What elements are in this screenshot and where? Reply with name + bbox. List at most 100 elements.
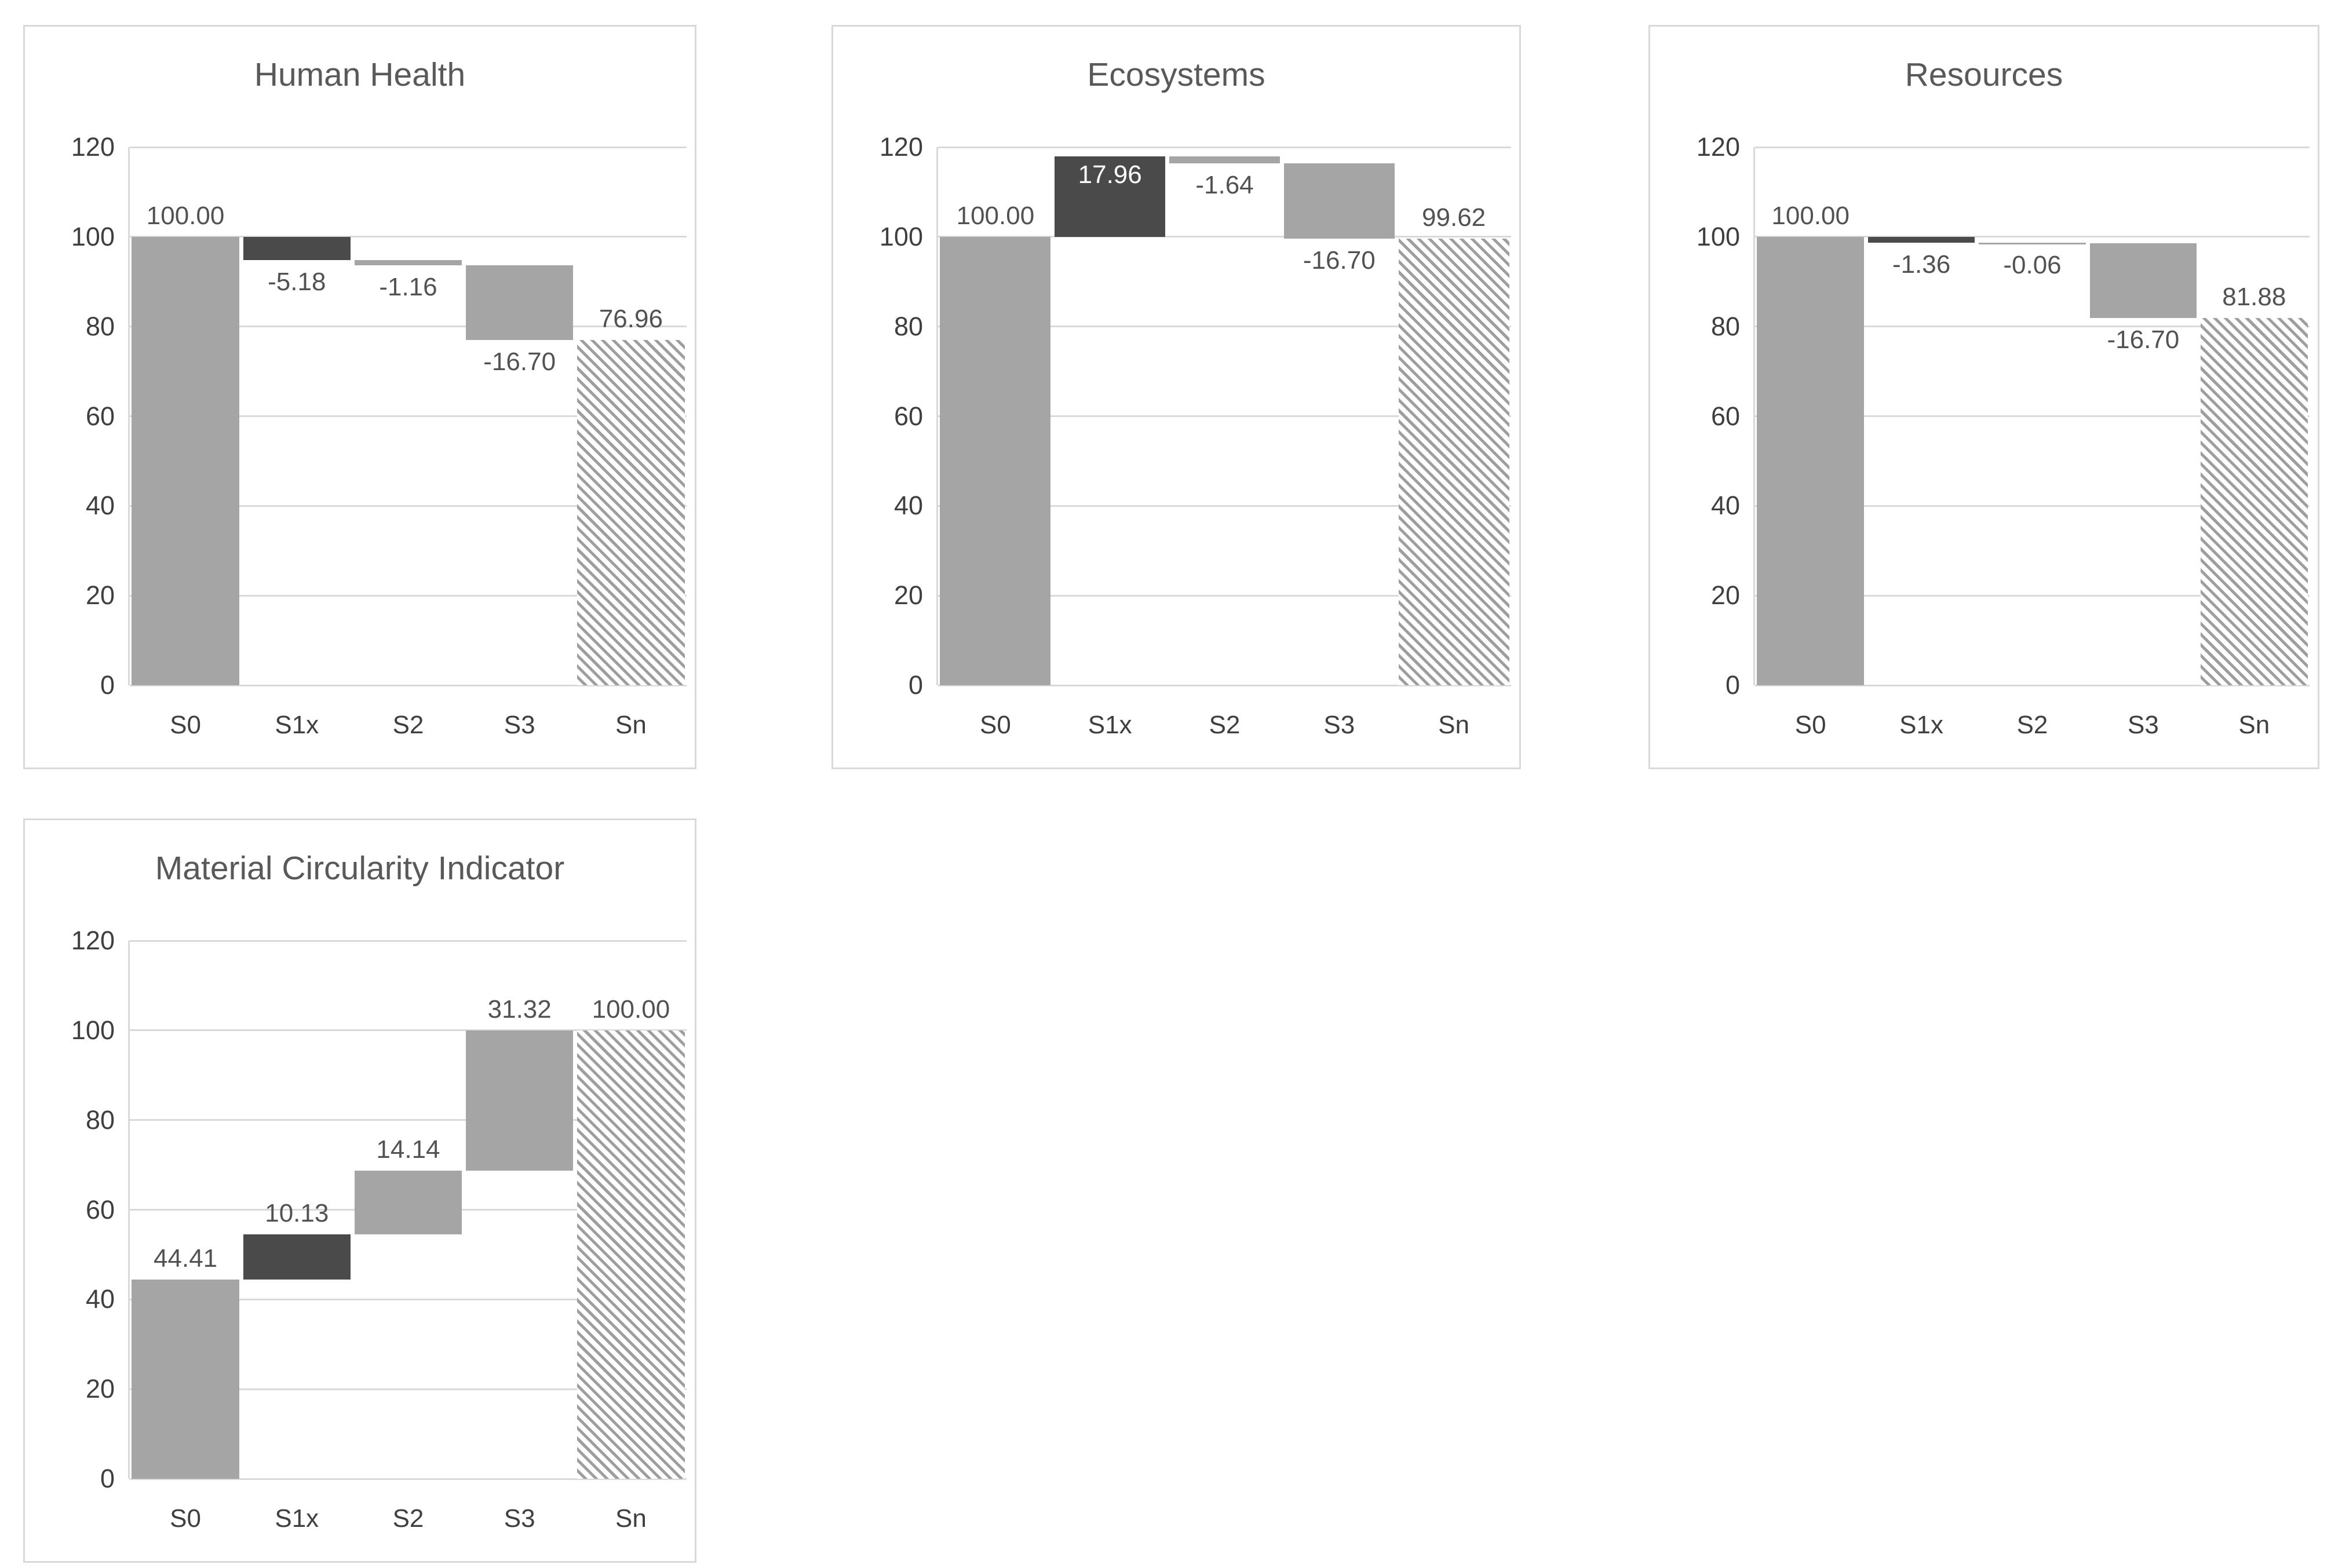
y-axis-tick-label: 40 — [893, 491, 923, 521]
y-axis-tick-label: 80 — [1710, 311, 1740, 341]
gridline — [130, 1029, 687, 1032]
chart-panel-human-health[interactable]: Human Health 0 20 40 60 80 100 120 S0 100.00 S1x -… — [23, 25, 696, 769]
x-axis-category-label: S3 — [2127, 711, 2159, 739]
data-label: -5.18 — [268, 267, 326, 296]
gridline — [130, 236, 687, 238]
data-label: -1.16 — [379, 272, 437, 301]
plot-area: 0 20 40 60 80 100 120 S0 100.00 S1x 17.96 S2 -1.64 S3… — [880, 132, 1511, 739]
gridline — [1755, 326, 2310, 328]
y-axis-tick-label: 0 — [908, 670, 923, 700]
gridline — [130, 684, 687, 686]
gridline — [1755, 236, 2310, 238]
bar-S3[interactable] — [465, 265, 574, 341]
data-label: -16.70 — [2107, 326, 2180, 354]
y-axis-tick-label: 40 — [1710, 491, 1740, 521]
data-label: 76.96 — [599, 305, 663, 334]
bar-Sn[interactable] — [577, 340, 685, 685]
y-axis-tick-label: 120 — [71, 132, 115, 162]
x-axis-category-label: S2 — [2016, 711, 2048, 739]
bar-Sn[interactable] — [1398, 238, 1509, 685]
chart-title: Material Circularity Indicator — [155, 850, 565, 887]
data-label: 100.00 — [1771, 201, 1849, 230]
y-axis-tick-label: 100 — [1696, 221, 1740, 251]
bar-S0[interactable] — [1757, 236, 1865, 685]
x-axis-category-label: S0 — [979, 711, 1011, 739]
data-label: -16.70 — [483, 348, 556, 377]
data-label: -0.06 — [2003, 250, 2062, 279]
y-axis-tick-label: 40 — [85, 1284, 115, 1314]
x-axis-category-label: Sn — [615, 1504, 647, 1533]
gridline — [130, 594, 687, 597]
bar-S0[interactable] — [132, 1280, 239, 1479]
gridline — [938, 415, 1511, 417]
y-axis-tick-label: 20 — [85, 1374, 115, 1404]
x-axis-category-label: S3 — [504, 1504, 535, 1533]
plot-area: 0 20 40 60 80 100 120 S0 100.00 S1x -1.36 S2 -0.06 S3… — [1697, 132, 2310, 739]
chart-panel-ecosystems[interactable]: Ecosystems 0 20 40 60 80 100 120 S0 100.00 S1x 17.… — [831, 25, 1521, 769]
x-axis-category-label: S1x — [275, 711, 319, 739]
bar-S3[interactable] — [465, 1030, 574, 1171]
gridline — [130, 415, 687, 417]
x-axis-category-label: Sn — [2238, 711, 2270, 739]
x-axis-category-label: S2 — [392, 1504, 424, 1533]
y-axis-tick-label: 80 — [893, 311, 923, 341]
bar-S0[interactable] — [940, 236, 1051, 685]
data-label: -1.64 — [1195, 171, 1254, 200]
gridline — [1755, 684, 2310, 686]
y-axis-tick-label: 0 — [100, 670, 115, 700]
data-label: 31.32 — [487, 995, 552, 1024]
bar-S1x[interactable] — [1055, 156, 1166, 237]
chart-panel-resources[interactable]: Resources 0 20 40 60 80 100 120 S0 100.00 S1x -1.3… — [1648, 25, 2319, 769]
bar-S1x[interactable] — [243, 236, 351, 260]
gridline — [130, 1478, 687, 1480]
data-label: 100.00 — [956, 201, 1035, 230]
y-axis-tick-label: 0 — [100, 1464, 115, 1493]
y-axis-tick-label: 60 — [85, 1194, 115, 1225]
gridline — [938, 505, 1511, 507]
data-label: 99.62 — [1422, 203, 1486, 232]
bar-S2[interactable] — [1979, 243, 2086, 245]
plot-area: 0 20 40 60 80 100 120 S0 100.00 S1x -5.18 S2 -1.16 S3… — [71, 132, 687, 739]
x-axis-category-label: S1x — [1899, 711, 1943, 739]
gridline — [130, 1298, 687, 1300]
data-label: -1.36 — [1892, 250, 1951, 279]
gridline — [938, 684, 1511, 686]
bar-S1x[interactable] — [1867, 236, 1975, 243]
bar-S3[interactable] — [2089, 243, 2197, 319]
x-axis-category-label: S1x — [275, 1504, 319, 1533]
chart-title: Resources — [1905, 56, 2063, 93]
gridline — [938, 236, 1511, 238]
bar-S2[interactable] — [354, 1171, 462, 1234]
y-axis-tick-label: 120 — [879, 132, 923, 162]
y-axis-tick-label: 80 — [85, 1105, 115, 1135]
y-axis-tick-label: 100 — [71, 1015, 115, 1045]
bar-S0[interactable] — [132, 236, 239, 685]
plot-area: 0 20 40 60 80 100 120 S0 44.41 S1x 10.13 S2 14.14 S3 3… — [71, 926, 687, 1533]
x-axis-category-label: S0 — [170, 711, 201, 739]
y-axis-tick-label: 60 — [85, 401, 115, 431]
data-label: 100.00 — [146, 201, 225, 230]
x-axis-category-label: Sn — [1438, 711, 1469, 739]
y-axis-tick-label: 0 — [1725, 670, 1740, 700]
gridline — [130, 940, 687, 942]
x-axis-category-label: S0 — [170, 1504, 201, 1533]
x-axis-category-label: S1x — [1088, 711, 1132, 739]
y-axis-tick-label: 100 — [71, 221, 115, 251]
data-label: 10.13 — [265, 1198, 329, 1227]
bar-Sn[interactable] — [2200, 318, 2308, 685]
x-axis-category-label: S3 — [504, 711, 535, 739]
data-label: 81.88 — [2222, 283, 2286, 312]
chart-title: Ecosystems — [1087, 56, 1265, 93]
bar-S3[interactable] — [1283, 163, 1395, 239]
chart-panel-material-circularity-indicator[interactable]: Material Circularity Indicator 0 20 40 60 80… — [23, 818, 696, 1563]
bar-S2[interactable] — [1169, 156, 1280, 164]
data-label: 100.00 — [592, 995, 670, 1024]
bar-Sn[interactable] — [577, 1030, 685, 1479]
bar-S2[interactable] — [354, 259, 462, 265]
data-label: -16.70 — [1303, 246, 1376, 275]
gridline — [1755, 594, 2310, 597]
x-axis-category-label: S2 — [392, 711, 424, 739]
gridline — [1755, 415, 2310, 417]
bar-S1x[interactable] — [243, 1234, 351, 1280]
